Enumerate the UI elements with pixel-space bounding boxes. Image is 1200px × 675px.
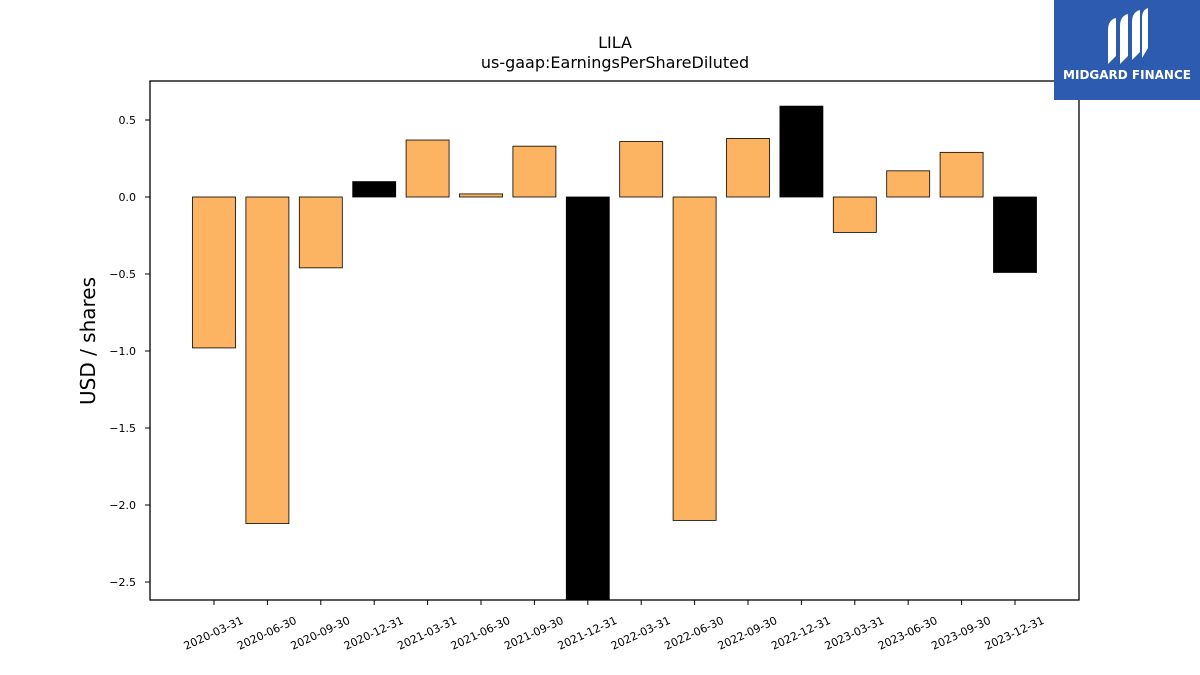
y-tick-label: −1.0	[109, 345, 136, 358]
y-tick-label: −0.5	[109, 268, 136, 281]
x-tick-label: 2023-12-31	[983, 614, 1046, 653]
y-tick-label: −2.0	[109, 499, 136, 512]
chart-title: LILA	[598, 33, 632, 52]
x-tick-label: 2022-09-30	[716, 614, 779, 653]
bar-2021-09-30	[512, 145, 557, 198]
x-tick-label: 2021-12-31	[556, 614, 619, 653]
x-tick-label: 2021-09-30	[502, 614, 565, 653]
x-axis: 2020-03-312020-06-302020-09-302020-12-31…	[182, 600, 1046, 653]
y-tick-label: 0.5	[119, 114, 137, 127]
y-axis-label: USD / shares	[76, 277, 100, 405]
bar-2023-03-31	[832, 196, 877, 233]
bar-2020-12-31	[352, 181, 397, 198]
x-tick-label: 2023-06-30	[876, 614, 939, 653]
x-tick-label: 2022-06-30	[662, 614, 725, 653]
x-tick-label: 2020-06-30	[235, 614, 298, 653]
midgard-logo-icon	[1108, 8, 1148, 64]
bar-2023-09-30	[939, 151, 984, 198]
brand-name: MIDGARD FINANCE	[1063, 68, 1191, 82]
y-tick-label: 0.0	[119, 191, 137, 204]
y-axis: 0.5 0.0 −0.5 −1.0 −1.5 −2.0 −2.5	[109, 114, 150, 589]
bar-2020-03-31	[192, 196, 236, 349]
bar-2022-06-30	[672, 196, 717, 521]
x-tick-label: 2023-09-30	[929, 614, 992, 653]
bar-2020-09-30	[298, 196, 343, 269]
chart-subtitle: us-gaap:EarningsPerShareDiluted	[481, 53, 749, 72]
x-tick-label: 2023-03-31	[823, 614, 886, 653]
bar-2022-12-31	[779, 105, 824, 198]
y-tick-label: −1.5	[109, 422, 136, 435]
x-tick-label: 2020-12-31	[342, 614, 405, 653]
plot-frame	[149, 80, 1080, 601]
bar-2022-09-30	[726, 138, 770, 198]
x-tick-label: 2021-06-30	[449, 614, 512, 653]
x-tick-label: 2021-03-31	[395, 614, 458, 653]
x-tick-label: 2020-03-31	[182, 614, 245, 653]
bars	[192, 105, 1037, 601]
brand-logo: MIDGARD FINANCE	[1054, 0, 1200, 100]
bar-2021-03-31	[405, 139, 450, 198]
bar-2023-12-31	[993, 196, 1037, 273]
bar-2021-06-30	[459, 193, 503, 198]
x-tick-label: 2020-09-30	[289, 614, 352, 653]
bar-2021-12-31	[565, 196, 610, 601]
bar-2023-06-30	[886, 170, 931, 198]
y-tick-label: −2.5	[109, 576, 136, 589]
x-tick-label: 2022-12-31	[769, 614, 832, 653]
x-tick-label: 2022-03-31	[609, 614, 672, 653]
bar-2022-03-31	[619, 141, 664, 198]
bar-2020-06-30	[245, 196, 290, 524]
